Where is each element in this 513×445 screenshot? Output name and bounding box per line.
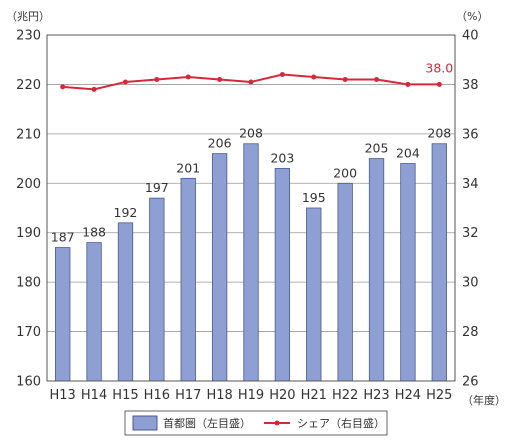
share-last-label: 38.0 [425, 60, 453, 75]
share-point-H19 [248, 79, 254, 85]
bar-value-label-H19: 208 [239, 126, 263, 141]
bar-series [55, 143, 447, 382]
legend-line-label: シェア（右目盛） [297, 416, 385, 430]
x-axis-unit: （年度） [462, 393, 506, 407]
bar-value-label-H14: 188 [82, 225, 106, 240]
right-tick-label: 34 [462, 177, 479, 192]
share-point-H13 [60, 84, 66, 90]
share-point-H23 [374, 76, 380, 82]
legend: 首都圏（左目盛） シェア（右目盛） [124, 410, 388, 436]
share-point-H15 [122, 79, 128, 85]
bar-value-label-H18: 206 [208, 136, 232, 151]
data-labels: 187 188 192 197 201 206 208 203 195 200 205 204 208 3… [51, 60, 454, 244]
x-tick-label-H22: H22 [332, 388, 358, 403]
x-tick-label-H18: H18 [206, 388, 232, 403]
legend-line-marker [274, 420, 280, 426]
bar-H21 [306, 207, 322, 382]
x-tick-label-H17: H17 [175, 388, 201, 403]
legend-bar-swatch [132, 415, 158, 431]
left-tick-label: 170 [16, 325, 41, 340]
bar-H16 [149, 197, 165, 382]
bar-H19 [243, 143, 259, 382]
share-point-H14 [91, 86, 97, 92]
share-point-H17 [185, 74, 191, 80]
x-tick-label-H15: H15 [112, 388, 138, 403]
x-tick-label-H13: H13 [50, 388, 76, 403]
bar-H22 [337, 182, 353, 382]
left-tick-label: 220 [16, 78, 41, 93]
bar-H25 [431, 143, 447, 382]
left-axis-unit: （兆円） [6, 10, 50, 23]
right-axis-unit: （%） [456, 10, 488, 23]
bar-H24 [400, 163, 416, 382]
left-tick-label: 190 [16, 226, 41, 241]
share-point-H20 [279, 72, 285, 78]
right-tick-label: 40 [462, 29, 479, 44]
right-tick-label: 26 [462, 375, 479, 390]
share-point-H24 [405, 81, 411, 87]
x-tick-label-H24: H24 [395, 388, 421, 403]
x-tick-label-H16: H16 [144, 388, 170, 403]
bar-value-label-H17: 201 [176, 160, 200, 175]
bar-value-label-H22: 200 [333, 165, 357, 180]
axes: 160 170 180 190 200 210 220 230 26 28 30 32 34 36 38 40… [16, 29, 478, 404]
x-tick-label-H25: H25 [426, 388, 452, 403]
bar-H14 [86, 242, 102, 382]
bar-H15 [117, 222, 134, 382]
share-point-H25 [436, 81, 442, 87]
bar-H23 [368, 158, 385, 382]
share-point-H22 [342, 76, 348, 82]
left-tick-label: 180 [16, 276, 41, 291]
share-point-H16 [154, 76, 160, 82]
left-tick-label: 230 [16, 29, 41, 44]
x-tick-label-H23: H23 [363, 388, 389, 403]
right-tick-label: 36 [462, 127, 479, 142]
bar-value-label-H25: 208 [427, 126, 451, 141]
bar-H20 [274, 168, 291, 382]
bar-H13 [55, 247, 71, 382]
plot-frame [46, 34, 456, 382]
plot-border [46, 34, 456, 382]
bar-value-label-H23: 205 [365, 141, 389, 156]
left-tick-label: 160 [16, 375, 41, 390]
bar-value-label-H21: 195 [302, 190, 326, 205]
right-tick-label: 28 [462, 325, 479, 340]
legend-bar-label: 首都圏（左目盛） [163, 416, 251, 430]
right-tick-label: 38 [462, 78, 479, 93]
left-tick-label: 210 [16, 127, 41, 142]
bar-value-label-H15: 192 [114, 205, 138, 220]
right-tick-label: 30 [462, 276, 479, 291]
bar-H17 [180, 177, 196, 382]
share-point-H21 [311, 74, 317, 80]
bar-value-label-H20: 203 [270, 150, 294, 165]
x-tick-label-H14: H14 [81, 388, 107, 403]
legend-box [124, 410, 388, 436]
bar-value-label-H24: 204 [396, 146, 420, 161]
right-tick-label: 32 [462, 226, 479, 241]
left-tick-label: 200 [16, 177, 41, 192]
x-tick-label-H19: H19 [238, 388, 264, 403]
x-tick-label-H21: H21 [301, 388, 327, 403]
bar-H18 [211, 153, 228, 382]
bar-value-label-H13: 187 [51, 230, 75, 245]
share-point-H18 [217, 76, 223, 82]
x-tick-label-H20: H20 [269, 388, 295, 403]
line-series [60, 72, 442, 92]
bar-value-label-H16: 197 [145, 180, 169, 195]
